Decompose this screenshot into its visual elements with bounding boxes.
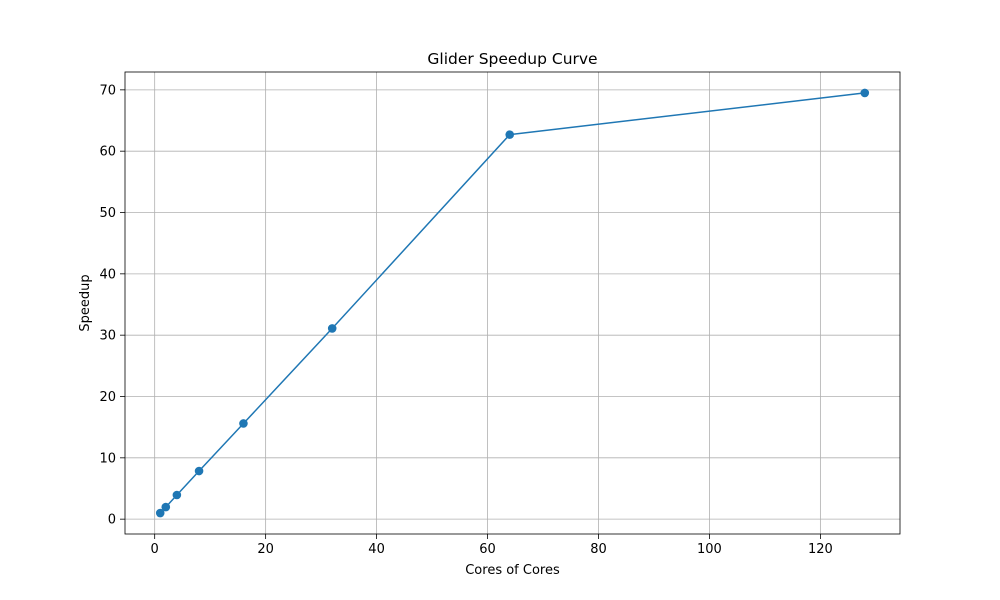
y-tick-label: 0	[108, 513, 116, 528]
data-point	[161, 502, 171, 512]
data-point	[860, 88, 870, 98]
x-axis-label: Cores of Cores	[465, 563, 560, 578]
y-tick-label: 70	[99, 83, 116, 98]
y-tick-label: 60	[99, 145, 116, 160]
grid-lines	[125, 72, 900, 534]
x-tick-label: 40	[368, 542, 385, 557]
data-point	[194, 466, 204, 476]
data-point	[155, 508, 165, 518]
data-layer	[155, 88, 870, 518]
data-point	[172, 490, 182, 500]
axes-spines	[124, 71, 901, 535]
chart-title: Glider Speedup Curve	[427, 50, 597, 68]
y-tick-label: 10	[99, 451, 116, 466]
data-point	[505, 130, 515, 139]
axes: 0 20 40 60 80 100 120 0 10 20 30 40 50 60 70	[99, 83, 832, 557]
y-tick-label: 20	[99, 390, 116, 405]
data-point	[327, 324, 337, 333]
x-tick-label: 0	[151, 542, 159, 557]
x-tick-label: 20	[257, 542, 274, 557]
x-tick-label: 120	[808, 542, 833, 557]
x-tick-label: 80	[590, 542, 607, 557]
y-axis-label: Speedup	[78, 274, 93, 331]
y-tick-label: 50	[99, 206, 116, 221]
y-tick-label: 40	[99, 267, 116, 282]
x-tick-label: 100	[697, 542, 722, 557]
plot-frame	[124, 71, 901, 535]
y-tick-label: 30	[99, 329, 116, 344]
data-point	[239, 419, 248, 428]
x-tick-label: 60	[479, 542, 496, 557]
